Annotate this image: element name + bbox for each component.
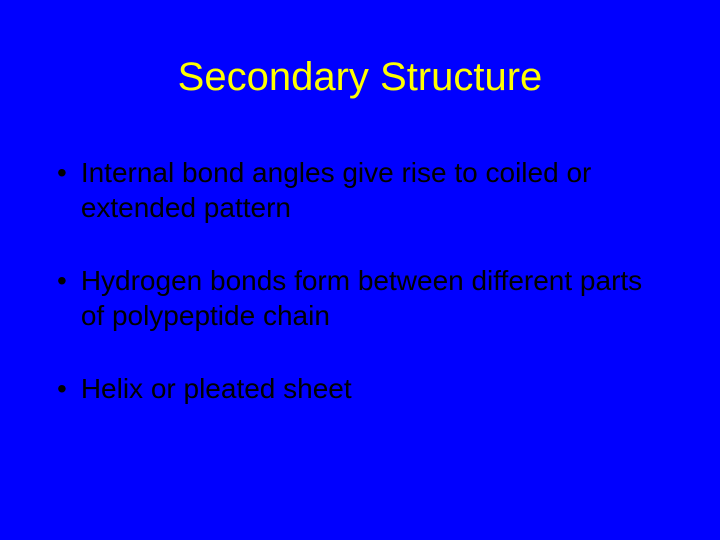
- slide-title: Secondary Structure: [0, 0, 720, 120]
- bullet-text: Hydrogen bonds form between different pa…: [81, 263, 665, 333]
- bullet-marker-icon: •: [57, 371, 67, 406]
- list-item: • Internal bond angles give rise to coil…: [55, 155, 665, 225]
- list-item: • Hydrogen bonds form between different …: [55, 263, 665, 333]
- bullet-text: Internal bond angles give rise to coiled…: [81, 155, 665, 225]
- slide-body: • Internal bond angles give rise to coil…: [0, 120, 720, 406]
- bullet-marker-icon: •: [57, 263, 67, 298]
- bullet-marker-icon: •: [57, 155, 67, 190]
- slide: Secondary Structure • Internal bond angl…: [0, 0, 720, 540]
- bullet-text: Helix or pleated sheet: [81, 371, 665, 406]
- list-item: • Helix or pleated sheet: [55, 371, 665, 406]
